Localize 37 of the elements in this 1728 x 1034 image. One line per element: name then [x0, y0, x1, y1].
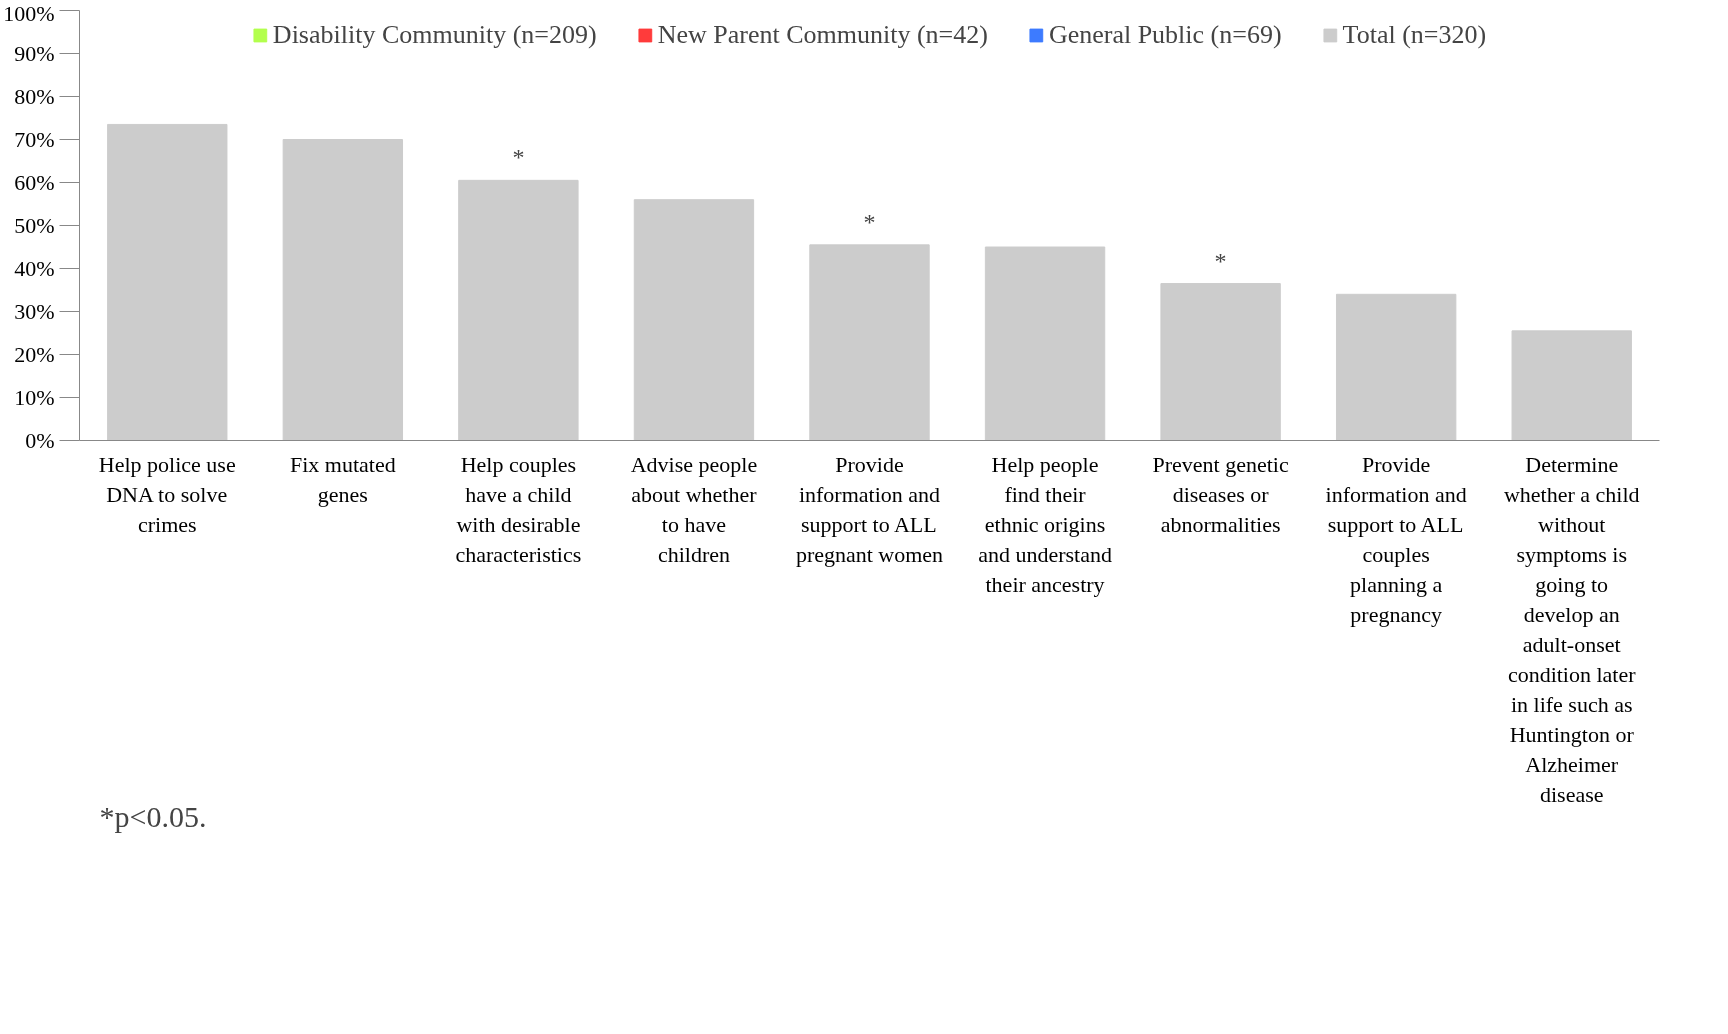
y-tick-label: 70%	[14, 127, 55, 152]
y-tick-label: 40%	[14, 256, 55, 281]
x-tick-label: Help couples have a child with desirable characteristics	[455, 451, 582, 567]
text: *p<0.05.	[99, 799, 207, 833]
data-label: *	[863, 208, 876, 235]
y-tick-label: 50%	[14, 213, 55, 238]
legend-label: New Parent Community (n=42)	[657, 20, 988, 50]
x-tick-label: Fix mutated genes	[289, 451, 396, 507]
y-tick-label: 0%	[25, 428, 55, 453]
y-tick-label: 90%	[14, 41, 55, 66]
x-tick-label: Help people find their ethnic origins and understand their ancestry	[978, 451, 1112, 597]
x-tick-label: Provide information and support to ALL pregnant women	[795, 451, 944, 567]
legend-label: General Public (n=69)	[1048, 20, 1282, 50]
data-label: *	[1214, 247, 1227, 274]
bar	[984, 246, 1106, 441]
y-tick-label: 100%	[3, 0, 55, 26]
y-tick-label: 30%	[14, 299, 55, 324]
y-tick-label: 80%	[14, 84, 55, 109]
y-tick-label: 60%	[14, 170, 55, 195]
legend-label: Disability Community (n=209)	[272, 20, 597, 50]
y-tick-label: 20%	[14, 342, 55, 367]
category-label: Determine whether a child without symptoms is going to develop an adult-onset condition later in life such as Huntington or Alzheimer disease	[1503, 451, 1640, 807]
bar	[809, 244, 930, 441]
bar	[633, 199, 755, 441]
bar	[282, 139, 404, 441]
x-tick-label: Advise people about whether to have children	[630, 451, 758, 567]
data-label: *	[512, 144, 525, 171]
x-tick-label: Prevent genetic diseases or abnormalities	[1152, 451, 1289, 537]
legend-label: Total (n=320)	[1342, 20, 1487, 50]
y-tick-label: 10%	[14, 385, 55, 410]
bar	[1335, 293, 1457, 441]
bar	[458, 179, 579, 441]
bar	[1160, 283, 1281, 441]
x-tick-label: Help police use DNA to solve crimes	[98, 451, 236, 537]
bar	[1511, 330, 1632, 441]
x-tick-label: Provide information and support to ALL couples planning a pregnancy	[1325, 451, 1467, 627]
bar	[107, 123, 228, 441]
